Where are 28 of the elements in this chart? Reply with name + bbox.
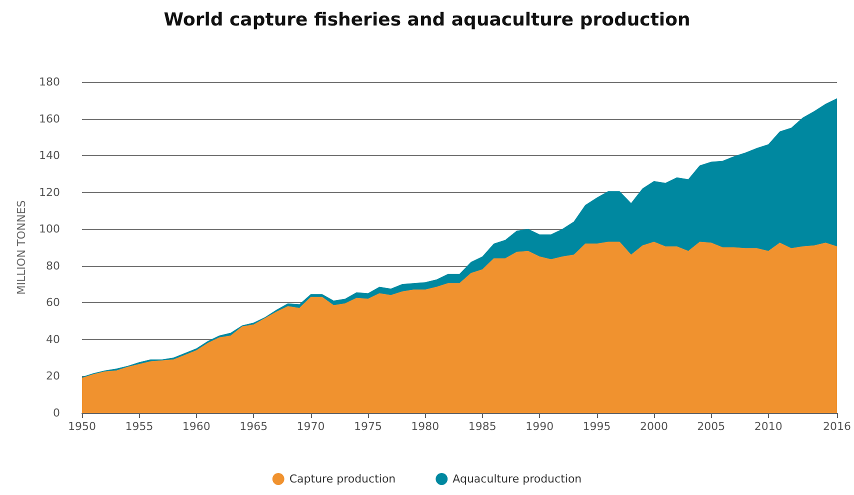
x-tick-label: 1990 (526, 420, 554, 433)
y-tick-label: 60 (46, 296, 60, 310)
legend-label: Capture production (289, 472, 396, 486)
y-tick-label: 180 (39, 76, 60, 88)
x-tick-label: 2000 (640, 420, 668, 433)
x-tick-label: 1950 (68, 420, 96, 433)
y-tick-label: 40 (46, 332, 60, 346)
y-tick-label: 120 (39, 186, 60, 199)
y-axis-title: MILLION TONNES (15, 200, 28, 295)
y-tick-label: 140 (39, 149, 60, 162)
x-tick-label: 2010 (754, 420, 782, 433)
chart-title: World capture fisheries and aquaculture production (164, 10, 690, 30)
x-tick-label: 1985 (468, 420, 496, 433)
x-tick-label: 1965 (240, 420, 268, 433)
x-tick-label: 1970 (296, 420, 325, 433)
x-tick-label: 2005 (697, 420, 726, 433)
legend-label: Aquaculture production (452, 472, 582, 486)
x-tick-label: 1975 (354, 420, 382, 433)
x-tick-label: 2016 (823, 420, 852, 433)
x-tick-label: 1955 (125, 420, 154, 433)
y-tick-label: 80 (46, 259, 60, 272)
y-tick-label: 20 (46, 370, 60, 383)
x-tick-label: 1995 (582, 420, 611, 433)
y-tick-label: 160 (39, 112, 60, 126)
y-tick-label: 0 (53, 406, 60, 420)
x-tick-label: 1960 (182, 420, 210, 433)
x-tick-label: 1980 (411, 420, 440, 433)
y-tick-label: 100 (39, 222, 60, 236)
